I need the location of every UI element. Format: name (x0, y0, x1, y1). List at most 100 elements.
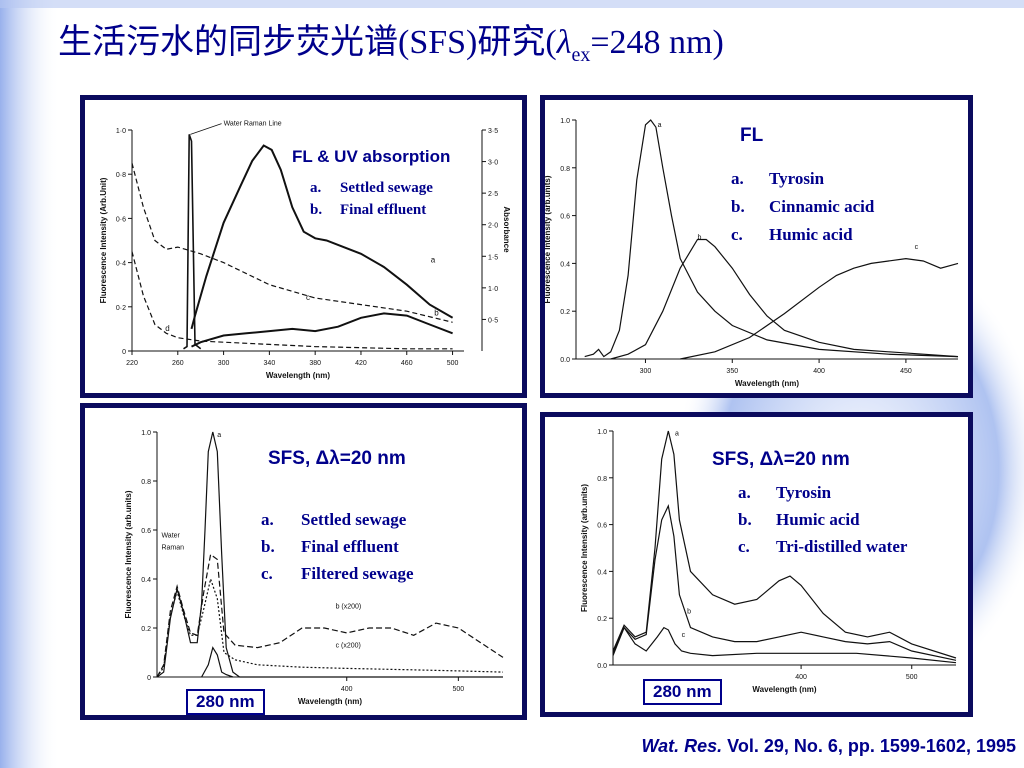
wavelength-tag: 280 nm (643, 679, 722, 705)
y-tick-label: 0.4 (597, 569, 607, 576)
series-line-a (190, 144, 454, 330)
raman-line-pointer (190, 123, 222, 135)
legend-item-a: a. Tyrosin (731, 169, 825, 188)
slide-title: 生活污水的同步荧光谱(SFS)研究(λex=248 nm) (58, 24, 724, 66)
chart-heading: SFS, Δλ=20 nm (712, 449, 850, 470)
y2-tick-label: 2·5 (488, 191, 498, 198)
wavelength-tag: 280 nm (186, 689, 265, 715)
series-line-water-raman-line (183, 134, 202, 350)
y-tick-label: 0.0 (597, 663, 607, 670)
legend-item-b: b. Humic acid (738, 510, 860, 529)
curve-annotation: a (217, 432, 221, 439)
chart-panel-sfs-sewage: 0 0.2 0.4 0.6 0.8 1.0 400 500 Wavelength (nm) Flu… (80, 403, 527, 720)
chart-legend: a. Settled sewage b. Final effluent c. Filt… (261, 506, 414, 587)
curve-annotation: c (x200) (336, 643, 361, 650)
x-tick-label: 500 (906, 674, 918, 681)
y-tick-label: 0·4 (116, 261, 126, 268)
legend-item-a: a. Settled sewage (310, 180, 433, 196)
chart-heading: FL & UV absorption (292, 147, 451, 166)
x-tick-label: 350 (726, 368, 738, 375)
chart-panel-fl-uv-absorption: 0 0·2 0·4 0·6 0·8 1·0 220 260 300 340 380 420 460 500… (80, 95, 527, 398)
y-tick-label: 0.8 (560, 166, 570, 173)
chart-fl: 0.0 0.2 0.4 0.6 0.8 1.0 300 350 400 450 Wavelength… (545, 118, 959, 388)
legend-item-b: b. Final effluent (261, 537, 399, 556)
y-tick-label: 0.4 (560, 261, 570, 268)
x-tick-label: 500 (453, 686, 465, 693)
chart-panel-fl: 0.0 0.2 0.4 0.6 0.8 1.0 300 350 400 450 Wavelength… (540, 95, 973, 398)
x-tick-label: 260 (172, 360, 184, 367)
y-tick-label: 0.6 (141, 528, 151, 535)
y-tick-label: 0.0 (560, 357, 570, 364)
series-line-b (191, 312, 453, 348)
curve-annotation: a (675, 431, 679, 438)
curve-annotation: b (687, 609, 691, 616)
legend-item-c: c. Humic acid (731, 225, 853, 244)
y-tick-label: 0.2 (597, 616, 607, 623)
curve-annotation: b (698, 235, 702, 242)
series-line-a (156, 431, 503, 678)
x-axis-label: Wavelength (nm) (266, 371, 330, 380)
series-line-d (131, 251, 453, 350)
x-tick-label: 400 (813, 368, 825, 375)
legend-item-b: b. Final effluent (310, 202, 427, 218)
y-tick-label: 0.8 (141, 479, 151, 486)
chart-heading: FL (740, 125, 764, 146)
curve-annotation: Raman (161, 545, 184, 552)
series-line-b (612, 503, 957, 661)
y-tick-label: 0.6 (560, 214, 570, 221)
y-tick-label: 1.0 (597, 429, 607, 436)
curve-annotation: c (682, 632, 686, 639)
y-tick-label: 1.0 (141, 430, 151, 437)
legend-item-c: c. Filtered sewage (261, 564, 414, 583)
chart-panel-sfs-standards: 0.0 0.2 0.4 0.6 0.8 1.0 400 500 Wavelength (nm) F… (540, 412, 973, 717)
curve-annotation: c (306, 293, 310, 302)
x-axis-label: Wavelength (nm) (735, 379, 799, 388)
y2-tick-label: 2·0 (488, 223, 498, 230)
chart-heading: SFS, Δλ=20 nm (268, 448, 406, 469)
y-tick-label: 0 (122, 349, 126, 356)
legend-item-b: b. Cinnamic acid (731, 197, 875, 216)
chart-legend: a. Settled sewage b. Final effluent (310, 177, 433, 221)
x-tick-label: 450 (900, 368, 912, 375)
series-line-c (612, 626, 957, 664)
x-tick-label: 460 (401, 360, 413, 367)
legend-item-c: c. Tri-distilled water (738, 537, 908, 556)
series-line-c (680, 257, 959, 360)
y-axis-label: Fluorescence Intensity (arb.units) (545, 175, 552, 303)
series-line-a (584, 119, 959, 358)
y-tick-label: 0.4 (141, 577, 151, 584)
y-axis-label: Fluorescence Intensity (arb.units) (580, 484, 589, 612)
x-tick-label: 400 (795, 674, 807, 681)
y-tick-label: 0·8 (116, 172, 126, 179)
citation: Wat. Res. Vol. 29, No. 6, pp. 1599-1602,… (641, 736, 1016, 756)
series-line-a (612, 430, 957, 659)
x-tick-label: 220 (126, 360, 138, 367)
chart-fl-uv-absorption: 0 0·2 0·4 0·6 0·8 1·0 220 260 300 340 380 420 460 500… (99, 121, 511, 380)
y-tick-label: 0.2 (141, 626, 151, 633)
x-tick-label: 400 (341, 686, 353, 693)
curve-annotation: c (915, 244, 919, 251)
curve-annotation: a (431, 256, 436, 265)
series-line-c (131, 163, 453, 323)
chart-legend: a. Tyrosin b. Humic acid c. Tri-distilled w… (738, 479, 907, 560)
legend-item-a: a. Tyrosin (738, 483, 832, 502)
chart-sfs-sewage: 0 0.2 0.4 0.6 0.8 1.0 400 500 Wavelength (nm) Flu… (124, 430, 504, 706)
legend-item-a: a. Settled sewage (261, 510, 407, 529)
x-tick-label: 300 (640, 368, 652, 375)
curve-annotation: b (434, 309, 439, 318)
series-line-c (156, 576, 504, 678)
series-line-b (610, 238, 959, 360)
y-tick-label: 0·2 (116, 305, 126, 312)
x-tick-label: 300 (218, 360, 230, 367)
curve-annotation: b (x200) (336, 603, 362, 610)
x-tick-label: 500 (447, 360, 459, 367)
y-tick-label: 0.6 (597, 523, 607, 530)
chart-sfs-standards: 0.0 0.2 0.4 0.6 0.8 1.0 400 500 Wavelength (nm) F… (580, 429, 957, 694)
chart-legend: a. Tyrosin b. Cinnamic acid c. Humic acid (731, 165, 874, 249)
y2-tick-label: 3·5 (488, 128, 498, 135)
y-axis-label: Fluorescence Intensity (arb.units) (124, 490, 133, 618)
y2-axis-label: Absorbance (502, 206, 511, 253)
curve-annotation: d (165, 324, 169, 333)
y-tick-label: 0 (147, 675, 151, 682)
curve-annotation: Water (161, 532, 180, 539)
